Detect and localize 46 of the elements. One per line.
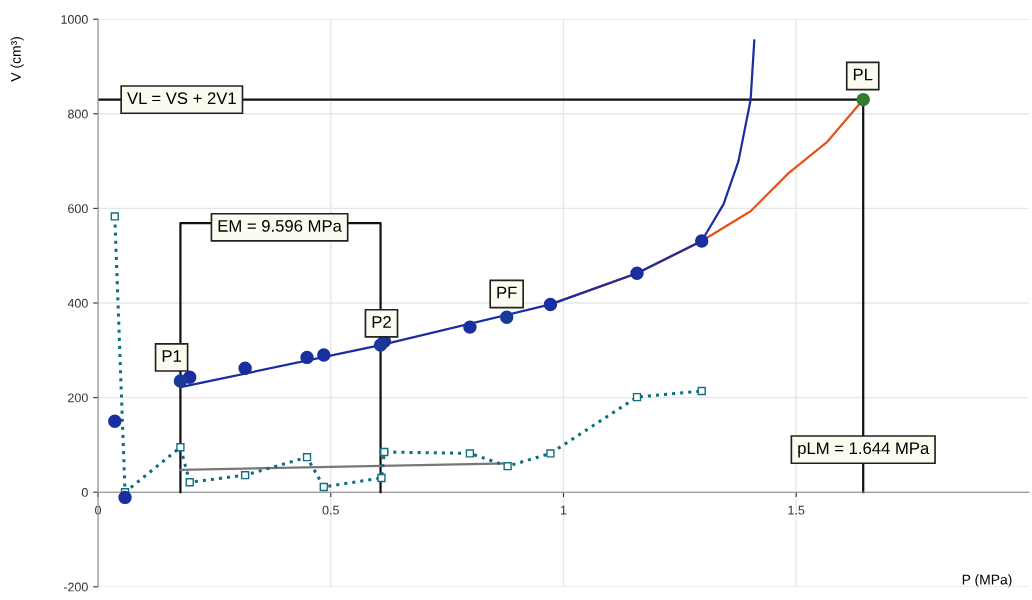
annotation: pLM = 1.644 MPa	[798, 442, 930, 458]
annotation: EM = 9.596 MPa	[218, 219, 342, 232]
y-tick-label: 200	[68, 393, 88, 403]
x-tick-label: 1.5	[788, 505, 805, 515]
y-axis-title: V (cm³)	[10, 37, 24, 82]
point	[240, 471, 250, 480]
y-tick-label: 1000	[61, 15, 88, 24]
point	[176, 443, 185, 452]
y-tick-label: 600	[68, 204, 88, 214]
point	[373, 338, 388, 352]
point	[377, 473, 386, 483]
x-tick-label: 0	[95, 505, 102, 515]
point	[546, 449, 555, 458]
point	[463, 320, 477, 334]
point	[238, 361, 252, 375]
annotation: P1	[162, 350, 181, 362]
point	[319, 482, 328, 492]
point	[856, 92, 870, 107]
point	[630, 266, 644, 280]
y-tick-label: -200	[63, 582, 88, 592]
x-tick-label: 1	[560, 505, 567, 515]
y-tick-label: 0	[81, 488, 88, 497]
point	[302, 453, 312, 462]
point	[632, 392, 642, 402]
y-tick-label: 800	[68, 109, 88, 119]
point	[300, 350, 314, 365]
point	[697, 386, 706, 396]
x-axis-title: P (MPa)	[962, 574, 1012, 588]
point	[173, 374, 188, 388]
point	[465, 449, 475, 458]
point	[118, 490, 132, 505]
point	[110, 212, 119, 221]
point	[499, 310, 514, 324]
annotation: PF	[497, 286, 517, 299]
point	[185, 478, 194, 487]
point	[503, 462, 512, 471]
annotation: VL = VS + 2V1	[127, 92, 236, 105]
point	[543, 297, 558, 312]
annotation: PL	[853, 68, 873, 81]
point	[317, 348, 331, 362]
y-tick-label: 400	[67, 298, 88, 308]
point	[380, 447, 389, 457]
x-tick-label: 0.5	[322, 505, 339, 515]
point	[108, 414, 122, 428]
annotation: P2	[372, 316, 391, 328]
point	[694, 234, 709, 248]
